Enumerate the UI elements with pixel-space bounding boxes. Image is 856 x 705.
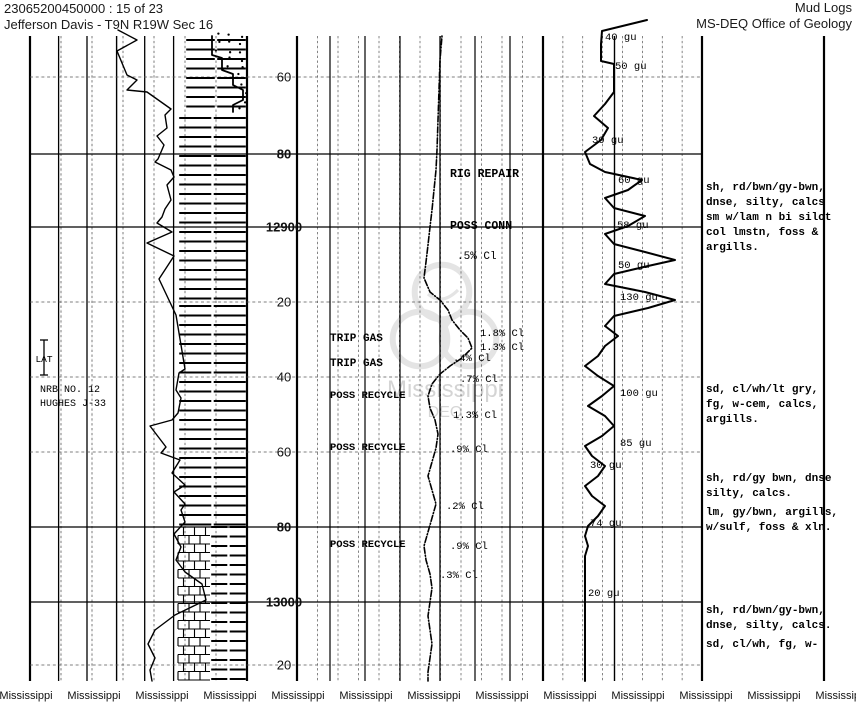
svg-text:fg, w-cem, calcs,: fg, w-cem, calcs,: [706, 399, 818, 411]
svg-text:w/sulf, foss & xln.: w/sulf, foss & xln.: [706, 522, 831, 534]
svg-text:13000: 13000: [266, 595, 302, 610]
svg-text:RIG REPAIR: RIG REPAIR: [450, 168, 519, 181]
svg-text:40 gu: 40 gu: [605, 32, 637, 44]
svg-text:.9% Cl: .9% Cl: [450, 541, 488, 553]
svg-text:20 gu: 20 gu: [588, 588, 620, 600]
svg-text:30 gu: 30 gu: [590, 460, 622, 472]
svg-text:silty, calcs.: silty, calcs.: [706, 488, 792, 500]
svg-text:POSS CONN: POSS CONN: [450, 220, 512, 233]
svg-text:sd, cl/wh/lt gry,: sd, cl/wh/lt gry,: [706, 384, 818, 396]
svg-text:Mississippi: Mississippi: [543, 690, 596, 702]
svg-text:Mississippi: Mississippi: [203, 690, 256, 702]
svg-text:20: 20: [277, 658, 291, 673]
svg-text:POSS RECYCLE: POSS RECYCLE: [330, 442, 406, 454]
svg-text:Mississippi: Mississippi: [679, 690, 732, 702]
svg-text:POSS RECYCLE: POSS RECYCLE: [330, 390, 406, 402]
svg-text:100 gu: 100 gu: [620, 388, 658, 400]
svg-text:lm, gy/bwn, argills,: lm, gy/bwn, argills,: [706, 507, 838, 519]
svg-text:60: 60: [277, 70, 291, 85]
svg-text:Mississippi: Mississippi: [747, 690, 800, 702]
svg-text:Mud Logs: Mud Logs: [795, 0, 853, 15]
svg-text:1.8% Cl: 1.8% Cl: [480, 328, 524, 340]
svg-text:col lmstn, foss &: col lmstn, foss &: [706, 227, 819, 239]
svg-text:sm w/lam n bi silot: sm w/lam n bi silot: [706, 212, 831, 224]
svg-text:Mississippi: Mississippi: [407, 690, 460, 702]
svg-text:85 gu: 85 gu: [620, 438, 652, 450]
svg-text:.7% Cl: .7% Cl: [460, 374, 498, 386]
svg-text:74 gu: 74 gu: [590, 518, 622, 530]
svg-text:TRIP GAS: TRIP GAS: [330, 358, 383, 370]
svg-text:80: 80: [277, 520, 291, 535]
svg-text:.3% Cl: .3% Cl: [440, 570, 478, 582]
svg-text:dnse, silty, calcs: dnse, silty, calcs: [706, 197, 825, 209]
svg-text:NRB NO. 12: NRB NO. 12: [40, 385, 100, 396]
svg-text:30 gu: 30 gu: [592, 135, 624, 147]
svg-text:23065200450000 : 15 of 23: 23065200450000 : 15 of 23: [4, 1, 163, 16]
svg-text:Mississippi: Mississippi: [815, 690, 856, 702]
svg-text:sd, cl/wh, fg, w-: sd, cl/wh, fg, w-: [706, 639, 818, 651]
svg-text:.4% Cl: .4% Cl: [453, 353, 491, 365]
svg-text:TRIP GAS: TRIP GAS: [330, 333, 383, 345]
svg-text:50 gu: 50 gu: [618, 260, 650, 272]
svg-text:60: 60: [277, 445, 291, 460]
svg-text:sh, rd/gy bwn, dnse: sh, rd/gy bwn, dnse: [706, 473, 832, 485]
svg-text:58 gu: 58 gu: [617, 220, 649, 232]
svg-text:Mississippi: Mississippi: [271, 690, 324, 702]
svg-text:Mississippi: Mississippi: [67, 690, 120, 702]
svg-text:60 gu: 60 gu: [618, 175, 650, 187]
svg-text:.5% Cl: .5% Cl: [457, 251, 497, 263]
svg-text:1.3% Cl: 1.3% Cl: [453, 410, 497, 422]
svg-text:20: 20: [277, 295, 291, 310]
svg-text:12900: 12900: [266, 220, 302, 235]
svg-text:HUGHES J-33: HUGHES J-33: [40, 399, 106, 410]
svg-text:sh, rd/bwn/gy-bwn,: sh, rd/bwn/gy-bwn,: [706, 182, 825, 194]
svg-text:MS-DEQ Office of Geology: MS-DEQ Office of Geology: [696, 16, 852, 31]
svg-text:40: 40: [277, 370, 291, 385]
svg-text:dnse, silty, calcs.: dnse, silty, calcs.: [706, 620, 831, 632]
svg-text:LAT: LAT: [35, 354, 52, 365]
svg-text:Mississippi: Mississippi: [611, 690, 664, 702]
svg-text:Mississippi: Mississippi: [135, 690, 188, 702]
svg-text:argills.: argills.: [706, 242, 759, 254]
svg-text:Mississippi: Mississippi: [475, 690, 528, 702]
svg-text:Jefferson Davis - T9N R19W Sec: Jefferson Davis - T9N R19W Sec 16: [4, 17, 213, 32]
svg-text:sh, rd/bwn/gy-bwn,: sh, rd/bwn/gy-bwn,: [706, 605, 825, 617]
svg-text:50 gu: 50 gu: [615, 61, 647, 73]
svg-text:80: 80: [277, 147, 291, 162]
svg-text:argills.: argills.: [706, 414, 759, 426]
svg-text:POSS RECYCLE: POSS RECYCLE: [330, 539, 406, 551]
svg-text:130 gu: 130 gu: [620, 292, 658, 304]
svg-text:.2% Cl: .2% Cl: [446, 501, 484, 513]
svg-text:Mississippi: Mississippi: [0, 690, 53, 702]
svg-text:Mississippi: Mississippi: [339, 690, 392, 702]
svg-text:.9% Cl: .9% Cl: [450, 444, 488, 456]
